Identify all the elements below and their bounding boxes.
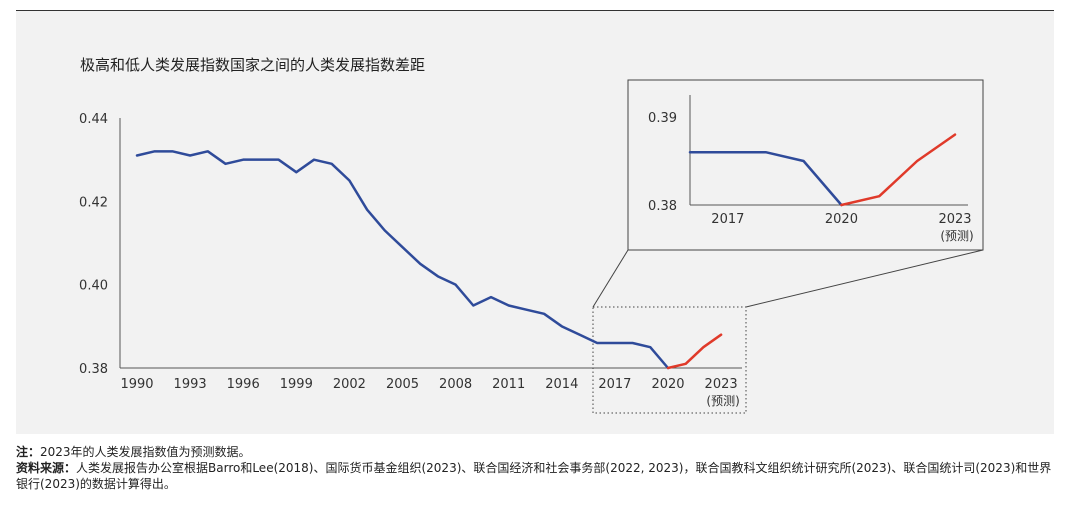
note-label: 注：: [16, 445, 41, 459]
x-tick-label: 2005: [386, 377, 419, 392]
inset-x-tick-label: 2020: [825, 212, 858, 227]
x-tick-label: 2014: [545, 377, 578, 392]
inset-x-tick-label: 2017: [711, 212, 744, 227]
x-tick-label: 2017: [598, 377, 631, 392]
inset-x-tick-label: 2023: [938, 212, 971, 227]
top-rule: [16, 10, 1054, 11]
note-text: 2023年的人类发展指数值为预测数据。: [40, 445, 251, 459]
y-tick-label: 0.40: [79, 279, 108, 294]
x-tick-label: 2023: [705, 377, 738, 392]
x-tick-label: 1996: [227, 377, 260, 392]
series-line-projected: [666, 333, 723, 370]
series-line-historical: [135, 150, 670, 370]
x-tick-sublabel: (预测): [706, 394, 739, 408]
inset-x-tick-sublabel: (预测): [940, 229, 973, 243]
source-line: 资料来源：人类发展报告办公室根据Barro和Lee(2018)、国际货币基金组织…: [16, 460, 1061, 492]
x-tick-label: 1993: [174, 377, 207, 392]
zoom-connector-right: [745, 249, 984, 308]
x-tick-label: 1999: [280, 377, 313, 392]
y-tick-label: 0.42: [79, 195, 108, 210]
zoom-connector-left: [592, 249, 629, 308]
x-tick-label: 2008: [439, 377, 472, 392]
zoom-box: [592, 306, 747, 414]
inset-series-line-historical: [688, 150, 843, 207]
x-tick-label: 1990: [120, 377, 153, 392]
chart-title: 极高和低人类发展指数国家之间的人类发展指数差距: [80, 56, 426, 74]
inset-y-tick-label: 0.38: [648, 199, 677, 214]
inset-y-tick-label: 0.39: [648, 111, 677, 126]
x-tick-label: 2011: [492, 377, 525, 392]
note-line: 注：2023年的人类发展指数值为预测数据。: [16, 444, 1061, 460]
source-text: 人类发展报告办公室根据Barro和Lee(2018)、国际货币基金组织(2023…: [16, 461, 1052, 491]
x-tick-label: 2020: [651, 377, 684, 392]
y-tick-label: 0.38: [79, 362, 108, 377]
source-label: 资料来源：: [16, 461, 77, 475]
x-tick-label: 2002: [333, 377, 366, 392]
y-tick-label: 0.44: [79, 112, 108, 127]
footnotes: 注：2023年的人类发展指数值为预测数据。 资料来源：人类发展报告办公室根据Ba…: [16, 444, 1061, 492]
inset-series-line-projected: [840, 133, 957, 207]
